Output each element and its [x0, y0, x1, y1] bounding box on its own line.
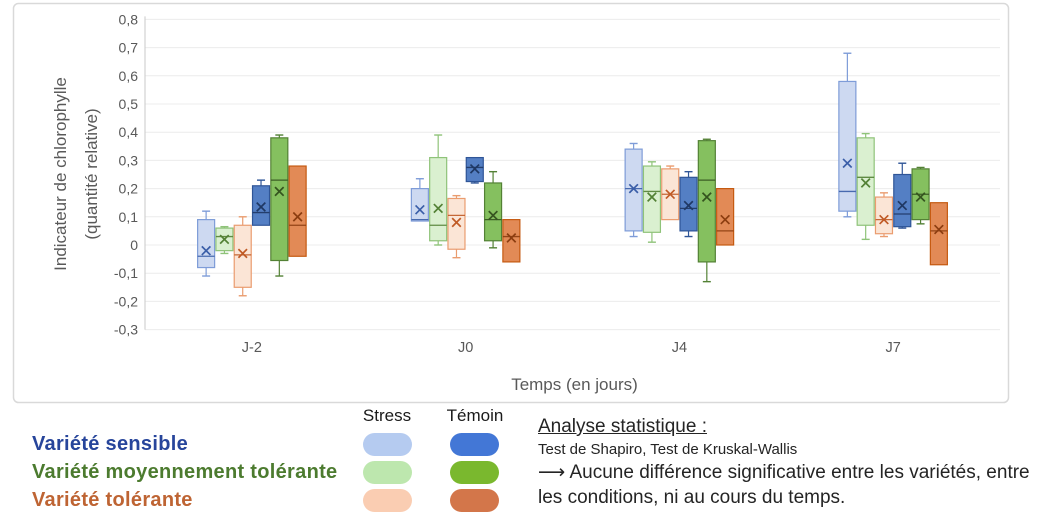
- box: [679, 176, 698, 232]
- legend-swatch-sensible-temoin: [450, 433, 499, 456]
- legend-header-temoin: Témoin: [446, 406, 504, 425]
- mean-x-mark: [201, 245, 212, 256]
- y-tick-label: 0,4: [119, 124, 139, 140]
- legend-swatch-sensible-stress: [363, 433, 412, 456]
- legend-label-sensible: Variété sensible: [32, 433, 189, 455]
- analysis-conclusion: ⟶ Aucune différence significative entre …: [538, 460, 1050, 510]
- y-axis-title: Indicateur de chlorophylle: [51, 77, 70, 271]
- box: [697, 140, 716, 263]
- mean-x-mark: [842, 158, 853, 169]
- y-tick-label: 0,5: [119, 96, 139, 112]
- mean-x-mark: [915, 192, 926, 202]
- box: [929, 202, 948, 266]
- chart-panel: [12, 2, 1010, 404]
- statistical-analysis-block: Analyse statistique : Test de Shapiro, T…: [538, 416, 1050, 510]
- mean-x-mark: [469, 163, 480, 174]
- mean-x-mark: [219, 234, 230, 245]
- legend-swatch-tolerante-temoin: [450, 488, 499, 512]
- mean-x-mark: [488, 210, 498, 221]
- legend-swatch-moyenne-temoin: [450, 460, 499, 484]
- mean-x-mark: [628, 183, 639, 194]
- mean-x-mark: [665, 189, 676, 200]
- mean-x-mark: [433, 203, 444, 214]
- y-tick-label: 0,1: [119, 209, 139, 225]
- mean-x-mark: [933, 224, 944, 235]
- x-tick-label: J4: [672, 340, 687, 356]
- y-tick-label: 0,2: [119, 181, 139, 197]
- mean-x-mark: [292, 211, 303, 222]
- y-tick-label: 0,3: [119, 152, 139, 168]
- legend-swatch-tolerante-stress: [363, 488, 412, 512]
- y-tick-label: -0,2: [114, 293, 138, 309]
- y-tick-label: -0,3: [114, 322, 138, 338]
- mean-x-mark: [683, 200, 694, 211]
- legend-swatch-moyenne-stress: [363, 460, 412, 484]
- x-axis-title: Temps (en jours): [511, 375, 638, 394]
- x-tick-label: J-2: [242, 340, 262, 356]
- box: [288, 165, 307, 257]
- box: [270, 137, 289, 262]
- analysis-tests: Test de Shapiro, Test de Kruskal-Wallis: [538, 441, 798, 458]
- legend-label-tolerante: Variété tolérante: [32, 488, 193, 511]
- mean-x-mark: [701, 192, 712, 202]
- box: [410, 188, 429, 222]
- box: [502, 219, 521, 263]
- box: [642, 165, 662, 233]
- mean-x-mark: [414, 204, 425, 215]
- box: [624, 148, 643, 232]
- legend-header-stress: Stress: [362, 406, 412, 425]
- mean-x-mark: [720, 214, 731, 225]
- legend-label-moyenne: Variété moyennement tolérante: [32, 460, 338, 483]
- box: [716, 188, 735, 246]
- mean-x-mark: [860, 178, 871, 188]
- mean-x-mark: [647, 192, 657, 202]
- box: [233, 224, 252, 288]
- box: [447, 197, 466, 250]
- mean-x-mark: [897, 200, 908, 211]
- mean-x-mark: [451, 217, 462, 228]
- y-tick-label: 0,6: [119, 68, 139, 84]
- mean-x-mark: [879, 214, 889, 225]
- y-tick-label: 0,7: [119, 40, 139, 56]
- y-axis-title: (quantité relative): [82, 108, 101, 239]
- x-tick-label: J7: [885, 340, 900, 356]
- mean-x-mark: [506, 233, 517, 243]
- box: [197, 219, 216, 269]
- long-arrow-icon: ⟶: [538, 462, 566, 483]
- x-tick-label: J0: [458, 340, 473, 356]
- mean-x-mark: [256, 202, 266, 212]
- box: [483, 182, 503, 242]
- mean-x-mark: [274, 186, 285, 197]
- analysis-conclusion-text: Aucune différence significative entre le…: [538, 462, 1030, 508]
- box: [251, 185, 271, 226]
- mean-x-mark: [237, 248, 248, 259]
- box: [838, 80, 857, 212]
- box: [856, 137, 875, 226]
- y-tick-label: 0,8: [119, 11, 139, 27]
- y-tick-label: 0: [130, 237, 138, 253]
- y-tick-label: -0,1: [114, 265, 138, 281]
- analysis-title: Analyse statistique :: [538, 416, 707, 437]
- box: [429, 156, 448, 242]
- box: [893, 173, 912, 228]
- box: [874, 196, 894, 235]
- chlorophyll-boxplot-chart: -0,3 -0,2 -0,1 0 0,1 0,2 0,3 0,4 0,5 0,6 0,7 0,8 Ind…: [12, 2, 1010, 404]
